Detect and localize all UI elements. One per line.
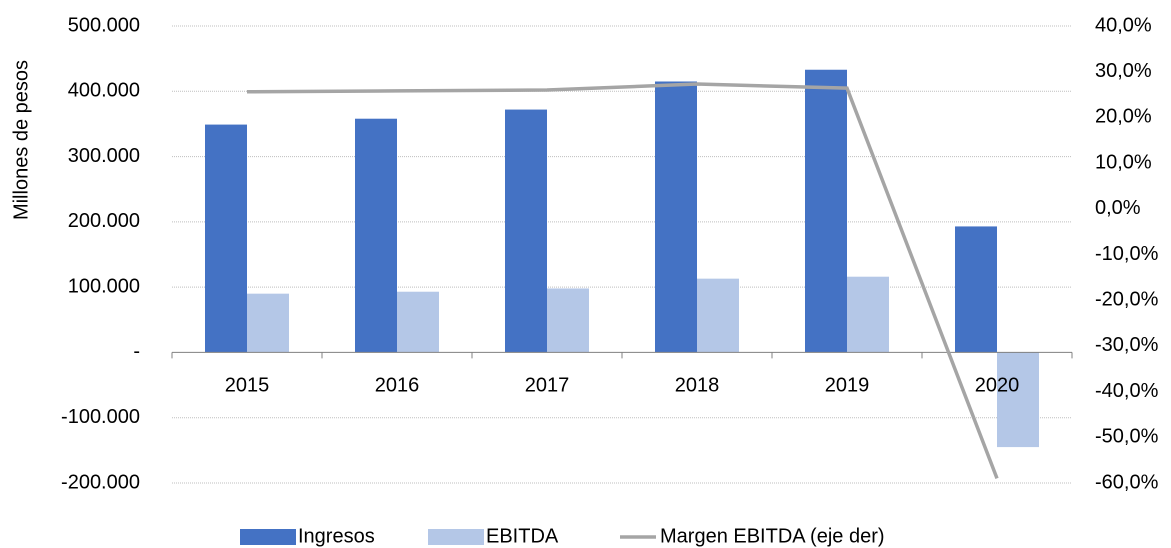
legend-swatch [240, 529, 296, 545]
y-tick-label: 500.000 [68, 14, 140, 36]
legend-swatch [428, 529, 484, 545]
y2-tick-label: -20,0% [1095, 288, 1159, 310]
y-tick-label: -100.000 [61, 406, 140, 428]
y2-tick-label: -60,0% [1095, 471, 1159, 493]
y2-tick-label: 40,0% [1095, 14, 1152, 36]
x-tick-label: 2019 [825, 375, 870, 397]
y2-tick-label: -50,0% [1095, 426, 1159, 448]
y-tick-label: -200.000 [61, 471, 140, 493]
y-tick-label: 300.000 [68, 145, 140, 167]
bar [847, 276, 889, 353]
bar [397, 291, 439, 353]
y2-tick-label: 30,0% [1095, 60, 1152, 82]
y-axis-label: Millones de pesos [10, 60, 32, 220]
bar [247, 293, 289, 353]
y-tick-label: - [133, 341, 140, 363]
bar [697, 278, 739, 353]
bar [505, 109, 547, 353]
x-tick-label: 2015 [225, 375, 270, 397]
y2-tick-label: -30,0% [1095, 334, 1159, 356]
y2-tick-label: 0,0% [1095, 197, 1141, 219]
legend-label: Ingresos [298, 525, 375, 547]
x-tick-label: 2016 [375, 375, 420, 397]
bar [997, 352, 1039, 448]
bar [355, 118, 397, 353]
bar [655, 81, 697, 353]
legend-label: Margen EBITDA (eje der) [660, 525, 885, 547]
bar [205, 124, 247, 353]
x-tick-label: 2017 [525, 375, 570, 397]
bar [805, 69, 847, 353]
y-tick-label: 400.000 [68, 80, 140, 102]
legend-label: EBITDA [486, 525, 559, 547]
line [246, 82, 999, 480]
y-tick-label: 200.000 [68, 210, 140, 232]
x-tick-label: 2018 [675, 375, 720, 397]
x-tick-label: 2020 [975, 375, 1020, 397]
y2-tick-label: 20,0% [1095, 106, 1152, 128]
bar [547, 288, 589, 353]
y2-tick-label: -10,0% [1095, 243, 1159, 265]
y-tick-label: 100.000 [68, 275, 140, 297]
y2-tick-label: 10,0% [1095, 151, 1152, 173]
y2-tick-label: -40,0% [1095, 380, 1159, 402]
bar [955, 226, 997, 353]
